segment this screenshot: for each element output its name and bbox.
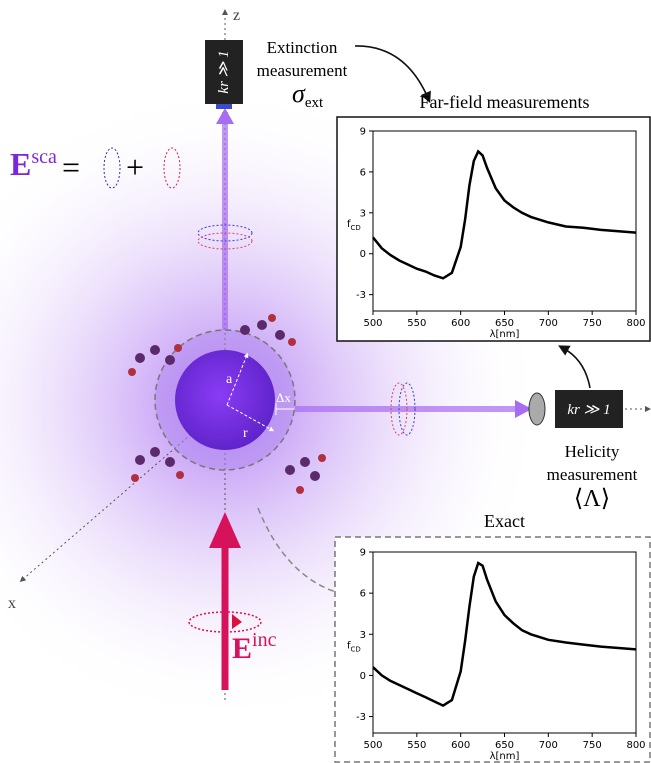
x-tick-label: 650 — [495, 740, 514, 751]
x-tick-label: 500 — [363, 318, 382, 329]
x-tick-label: 550 — [407, 740, 426, 751]
label: Δx — [276, 390, 291, 405]
label: ⟨Λ⟩ — [574, 486, 610, 512]
axis-label: z — [233, 7, 240, 24]
x-axis-label: λ[nm] — [490, 329, 520, 340]
label: measurement — [257, 61, 348, 80]
x-tick-label: 700 — [539, 740, 558, 751]
y-tick-label: 9 — [360, 127, 366, 138]
camera-label: kr ≫ 1 — [567, 402, 610, 418]
y-tick-label: 3 — [360, 630, 366, 641]
x-tick-label: 750 — [583, 318, 602, 329]
chart-title: Exact — [484, 511, 525, 531]
lens — [216, 104, 232, 109]
label: a — [226, 372, 233, 387]
y-tick-label: 6 — [360, 167, 366, 178]
x-tick-label: 550 — [407, 318, 426, 329]
chart-frame — [335, 537, 650, 762]
lens — [529, 393, 545, 425]
label: r — [243, 426, 248, 441]
x-tick-label: 600 — [451, 740, 470, 751]
axis-label: x — [8, 595, 16, 612]
chart-title: Far-field measurements — [419, 92, 589, 112]
y-tick-label: 3 — [360, 208, 366, 219]
y-tick-label: 0 — [360, 249, 366, 260]
label: measurement — [547, 465, 638, 484]
y-axis-label-sub: CD — [351, 224, 361, 232]
y-tick-label: -3 — [356, 290, 366, 301]
x-tick-label: 800 — [626, 740, 645, 751]
e-sca: E — [10, 146, 31, 182]
sigma-sub: ext — [305, 95, 324, 111]
y-tick-label: 6 — [360, 589, 366, 600]
x-tick-label: 750 — [583, 740, 602, 751]
y-axis-label-sub: CD — [351, 646, 361, 654]
x-tick-label: 800 — [626, 318, 645, 329]
sphere — [175, 350, 275, 450]
plus: + — [126, 149, 144, 185]
x-tick-label: 500 — [363, 740, 382, 751]
figure: z x a r Δx Einc Esca = + kr ≫ 1 kr ≫ 1 E… — [0, 0, 651, 763]
equals: = — [62, 149, 80, 185]
camera-label: kr ≫ 1 — [216, 50, 232, 93]
x-tick-label: 600 — [451, 318, 470, 329]
x-tick-label: 650 — [495, 318, 514, 329]
y-tick-label: 9 — [360, 548, 366, 559]
x-tick-label: 700 — [539, 318, 558, 329]
label: Helicity — [565, 442, 620, 461]
e-sca-sup: sca — [31, 146, 57, 168]
y-tick-label: -3 — [356, 712, 366, 723]
x-axis-label: λ[nm] — [490, 751, 520, 762]
label: Extinction — [267, 38, 338, 57]
y-tick-label: 0 — [360, 671, 366, 682]
e-inc: E — [232, 632, 252, 665]
e-inc-sup: inc — [252, 629, 277, 651]
